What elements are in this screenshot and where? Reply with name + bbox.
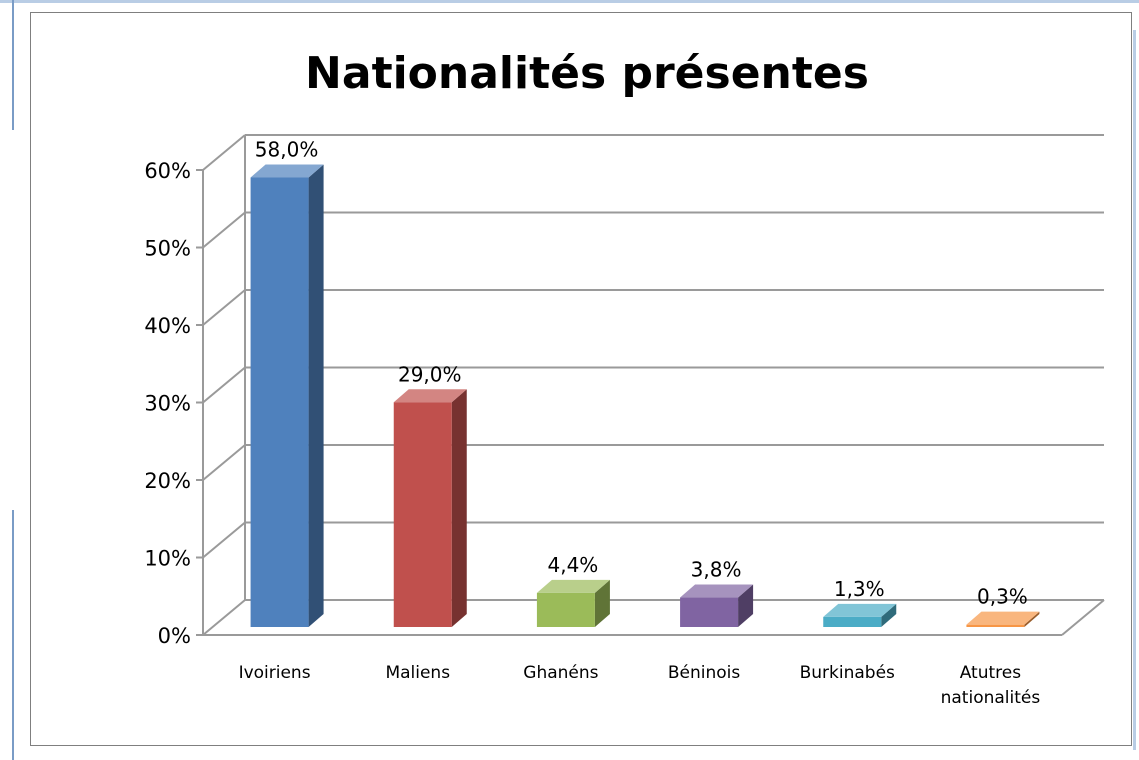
bar-side [451, 389, 467, 627]
category-label: Burkinabés [800, 663, 895, 683]
chart-title: Nationalités présentes [305, 48, 869, 99]
floor-right-edge [1061, 599, 1105, 636]
data-label: 1,3% [834, 577, 885, 601]
bar-top [536, 579, 610, 593]
bar-top [823, 603, 897, 617]
gridlines [196, 134, 1105, 636]
bar-side [881, 603, 897, 627]
bar-front [536, 592, 595, 627]
category-labels: Ivoiriens Maliens Ghanéns Béninois Burkinabé… [239, 663, 1041, 708]
bar-side [594, 579, 610, 627]
bar [536, 579, 610, 627]
data-label: 29,0% [398, 362, 462, 386]
category-label: Atutres nationalités [941, 663, 1041, 708]
bars [250, 164, 1040, 627]
gridline-diagonal [202, 521, 246, 559]
y-tick-label: 20% [144, 469, 191, 493]
bar [966, 611, 1040, 627]
y-tick-label: 40% [144, 314, 191, 338]
bar-front [250, 177, 309, 627]
bar-front [680, 597, 739, 627]
bar-front [393, 402, 452, 627]
category-label: Ghanéns [523, 663, 598, 683]
data-labels: 58,0% 29,0% 4,4% 3,8% 1,3% 0,3% [255, 138, 1028, 609]
gridline-diagonal [202, 211, 246, 249]
axis-labels: 0% 10% 20% 30% 40% 50% 60% [144, 159, 191, 648]
bar [250, 164, 324, 627]
gridline-diagonal [202, 366, 246, 404]
category-label-line: nationalités [941, 688, 1041, 708]
bar-top [393, 389, 467, 403]
bar-top [680, 584, 754, 598]
bar-side [738, 584, 754, 627]
bar-side [1024, 611, 1040, 627]
y-tick-label: 0% [158, 624, 191, 648]
bar [393, 389, 467, 627]
category-label: Maliens [385, 663, 450, 683]
category-label: Ivoiriens [239, 663, 311, 683]
gridline-diagonal [202, 134, 246, 171]
category-label: Béninois [668, 663, 741, 683]
y-tick-label: 60% [144, 159, 191, 183]
bar-top [966, 611, 1040, 625]
gridline-diagonal [202, 599, 246, 636]
data-label: 4,4% [548, 553, 599, 577]
bar-side [308, 164, 324, 627]
y-tick-label: 50% [144, 237, 191, 261]
frame-edge-top [0, 0, 1139, 3]
y-tick-label: 30% [144, 392, 191, 416]
bar-front [823, 616, 882, 627]
data-label: 0,3% [977, 585, 1028, 609]
bar-front [966, 624, 1025, 627]
gridline-diagonal [202, 289, 246, 326]
data-label: 3,8% [691, 558, 742, 582]
frame-edge-left-lower [12, 510, 14, 760]
bar [823, 603, 897, 627]
frame-edge-right [1133, 30, 1136, 750]
category-label-line: Atutres [960, 663, 1022, 683]
frame-edge-left [12, 0, 14, 130]
data-label: 58,0% [255, 138, 319, 162]
bar-top [250, 164, 324, 178]
y-tick-label: 10% [144, 547, 191, 571]
gridline-diagonal [202, 444, 246, 481]
bar [680, 584, 754, 627]
